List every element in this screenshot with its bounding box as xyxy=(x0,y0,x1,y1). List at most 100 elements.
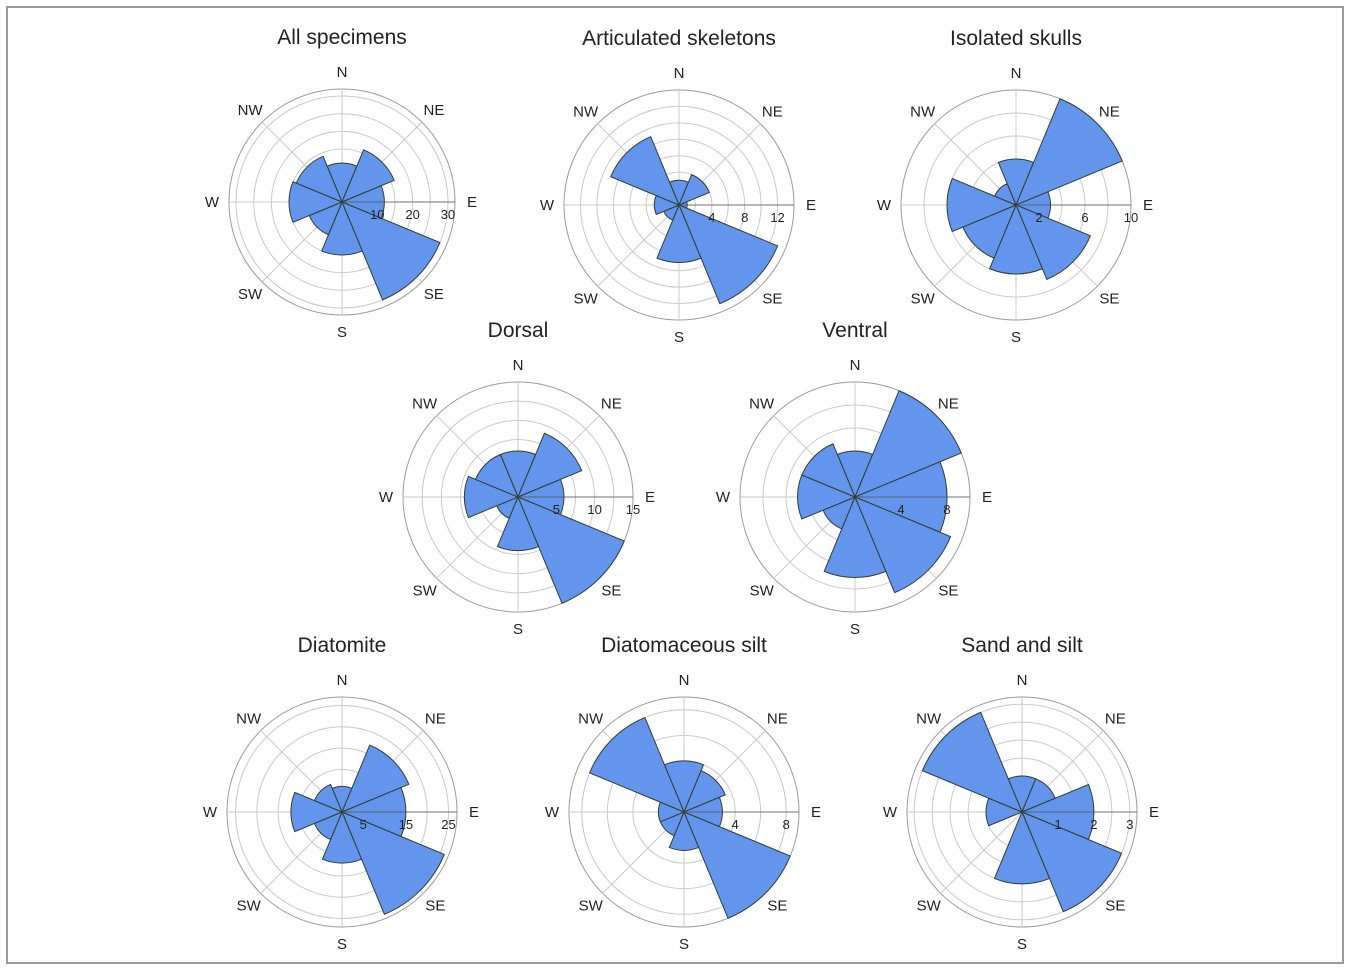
wedge-se xyxy=(341,201,441,301)
tick-label: 10 xyxy=(1124,210,1138,225)
tick-label: 1 xyxy=(1054,817,1061,832)
wedge-w xyxy=(946,177,1018,233)
tick-label: 6 xyxy=(1081,210,1088,225)
direction-label-ne: NE xyxy=(1105,711,1126,728)
direction-label-se: SE xyxy=(938,582,958,599)
direction-label-s: S xyxy=(850,621,860,638)
direction-label-n: N xyxy=(337,672,348,689)
tick-label: 15 xyxy=(626,502,640,517)
wedge-s xyxy=(496,495,540,552)
wedge-nw xyxy=(994,183,1017,206)
direction-label-sw: SW xyxy=(574,290,599,307)
tick-label: 5 xyxy=(360,817,367,832)
tick-label: 2 xyxy=(1090,817,1097,832)
direction-label-n: N xyxy=(337,64,348,81)
direction-label-w: W xyxy=(205,194,220,211)
direction-label-sw: SW xyxy=(750,582,775,599)
tick-label: 10 xyxy=(370,207,384,222)
wedge-s xyxy=(993,810,1051,885)
direction-label-se: SE xyxy=(601,582,621,599)
direction-label-e: E xyxy=(811,804,821,821)
direction-label-sw: SW xyxy=(237,897,262,914)
direction-label-s: S xyxy=(679,936,689,953)
direction-label-nw: NW xyxy=(749,396,775,413)
direction-label-sw: SW xyxy=(413,582,438,599)
direction-label-n: N xyxy=(850,357,861,374)
direction-label-w: W xyxy=(877,197,892,214)
wedge-w xyxy=(288,181,344,223)
wedge-nw xyxy=(588,716,685,813)
direction-label-w: W xyxy=(203,804,218,821)
chart-title: Dorsal xyxy=(488,319,549,342)
wedge-nw xyxy=(295,155,343,203)
direction-label-n: N xyxy=(679,672,690,689)
direction-label-sw: SW xyxy=(579,897,604,914)
direction-label-nw: NW xyxy=(578,711,604,728)
wedge-ne xyxy=(683,770,726,813)
rose-chart-all-specimens: 10 20 30 N NE E SE S SW W NW All specimens xyxy=(205,26,477,341)
tick-label: 4 xyxy=(731,817,738,832)
rose-chart-articulated-skeletons: 4 8 12 N NE E SE S SW W NW Articulated skeletons xyxy=(540,27,816,346)
wedge-s xyxy=(823,495,887,578)
wedge-ne xyxy=(341,744,410,813)
direction-label-w: W xyxy=(716,489,731,506)
wedge-s xyxy=(668,810,700,851)
direction-label-ne: NE xyxy=(762,104,783,121)
wedge-nw xyxy=(474,453,519,498)
direction-label-sw: SW xyxy=(911,290,936,307)
direction-label-ne: NE xyxy=(938,396,959,413)
tick-label: 5 xyxy=(553,502,560,517)
tick-label: 3 xyxy=(1126,817,1133,832)
tick-label: 15 xyxy=(399,817,413,832)
direction-label-se: SE xyxy=(425,897,445,914)
direction-label-n: N xyxy=(1017,672,1028,689)
wedge-nw xyxy=(801,443,856,498)
tick-label: 8 xyxy=(783,817,790,832)
direction-label-n: N xyxy=(674,65,685,82)
tick-label: 12 xyxy=(770,210,784,225)
tick-label: 4 xyxy=(708,210,715,225)
direction-label-se: SE xyxy=(762,290,782,307)
direction-label-se: SE xyxy=(424,286,444,303)
direction-label-se: SE xyxy=(767,897,787,914)
direction-label-w: W xyxy=(379,489,394,506)
direction-label-ne: NE xyxy=(425,711,446,728)
tick-label: 30 xyxy=(441,207,455,222)
tick-label: 8 xyxy=(741,210,748,225)
wedge-w xyxy=(290,791,344,833)
direction-label-w: W xyxy=(545,804,560,821)
wedge-ne xyxy=(1015,98,1123,206)
direction-label-n: N xyxy=(1011,65,1022,82)
direction-label-nw: NW xyxy=(910,104,936,121)
direction-label-sw: SW xyxy=(238,286,263,303)
direction-label-se: SE xyxy=(1105,897,1125,914)
direction-label-w: W xyxy=(540,197,555,214)
tick-label: 20 xyxy=(405,207,419,222)
direction-label-n: N xyxy=(513,357,524,374)
wedge-nw xyxy=(921,711,1023,813)
direction-label-nw: NW xyxy=(236,711,262,728)
direction-label-e: E xyxy=(1149,804,1159,821)
chart-title: Articulated skeletons xyxy=(582,27,776,50)
wedge-se xyxy=(1015,204,1092,281)
wedge-ne xyxy=(854,390,962,498)
direction-label-e: E xyxy=(469,804,479,821)
wedge-s xyxy=(321,200,363,256)
wedge-nw xyxy=(313,783,343,813)
chart-title: All specimens xyxy=(277,26,407,49)
chart-title: Diatomaceous silt xyxy=(601,634,767,657)
direction-label-s: S xyxy=(337,936,347,953)
direction-label-nw: NW xyxy=(573,104,599,121)
direction-label-ne: NE xyxy=(601,396,622,413)
rose-chart-isolated-skulls: 2 6 10 N NE E SE S SW W NW Isolated skulls xyxy=(877,27,1153,346)
tick-label: 4 xyxy=(897,502,904,517)
direction-label-w: W xyxy=(883,804,898,821)
direction-label-s: S xyxy=(1017,936,1027,953)
wedge-se xyxy=(341,811,445,915)
wedge-se xyxy=(1021,811,1123,913)
wedge-se xyxy=(678,204,779,305)
chart-title: Sand and silt xyxy=(961,634,1083,657)
direction-label-se: SE xyxy=(1099,290,1119,307)
direction-label-ne: NE xyxy=(767,711,788,728)
direction-label-s: S xyxy=(1011,329,1021,346)
